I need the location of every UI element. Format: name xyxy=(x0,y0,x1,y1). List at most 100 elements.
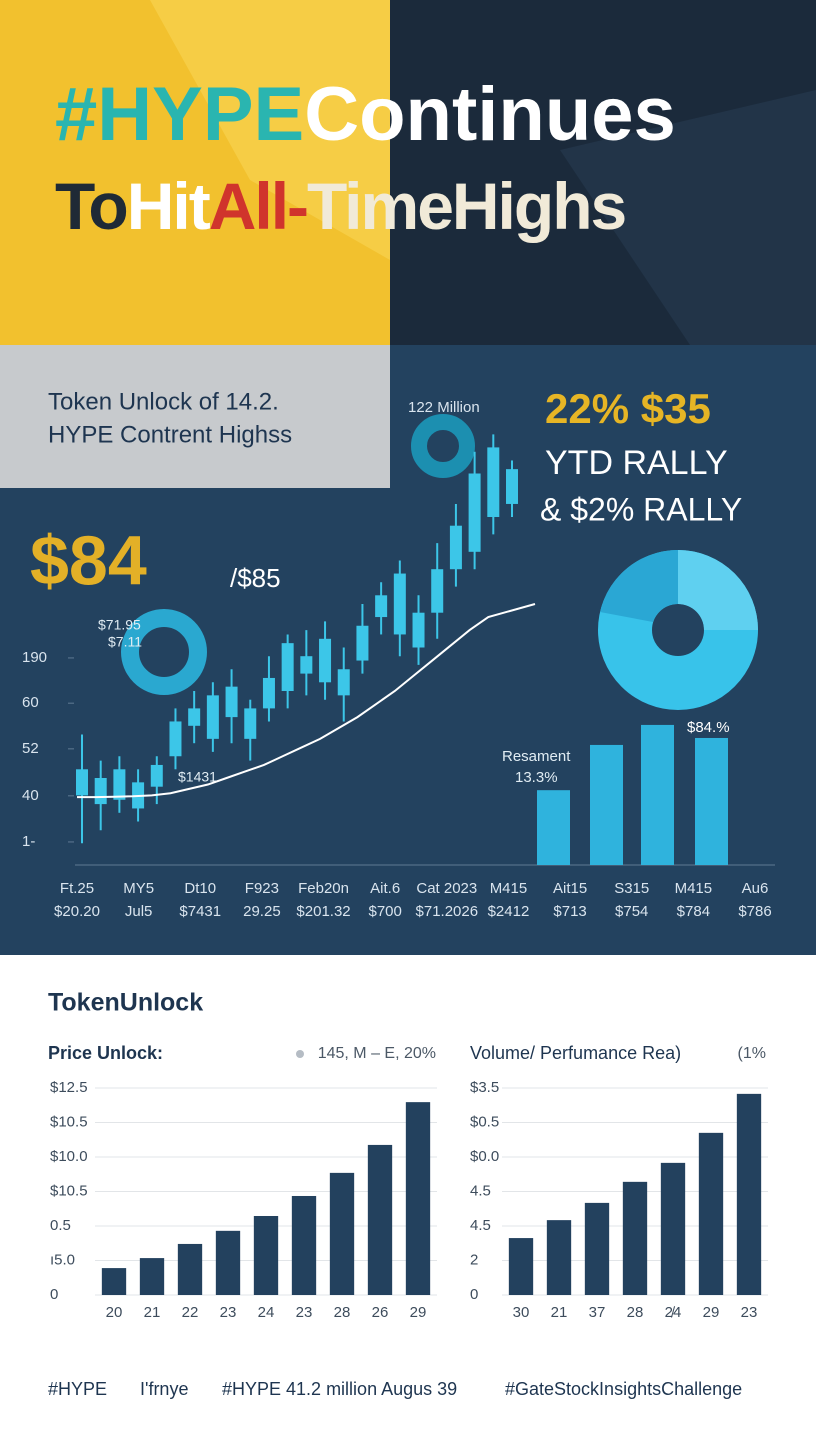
title-part: All- xyxy=(209,169,307,243)
donut-segment xyxy=(678,550,758,630)
callout: $84.% xyxy=(687,719,730,736)
bar xyxy=(329,1172,355,1295)
x-tick-label: Au6 xyxy=(742,880,769,897)
candle-body xyxy=(206,695,219,739)
x-tick-label: 21 xyxy=(144,1304,161,1321)
candle-body xyxy=(468,473,481,552)
donut-segment xyxy=(600,550,678,622)
x-tick-sublabel: $71.2026 xyxy=(416,903,479,920)
x-tick-label: M415 xyxy=(490,880,528,897)
bar xyxy=(698,1132,724,1295)
x-tick-label: Dt10 xyxy=(184,880,216,897)
x-tick-label: 21 xyxy=(551,1304,568,1321)
x-tick-label: F923 xyxy=(245,880,279,897)
x-tick-label: Ait.6 xyxy=(370,880,400,897)
x-tick-sublabel: $7431 xyxy=(179,903,221,920)
y-tick-label: $12.5 xyxy=(50,1079,88,1096)
bar xyxy=(660,1162,686,1295)
bar xyxy=(253,1215,279,1295)
bar xyxy=(641,724,674,865)
candle-body xyxy=(262,677,275,709)
callout: Resament xyxy=(502,748,571,765)
candle-body xyxy=(225,686,238,718)
candle-body xyxy=(94,778,107,805)
unlock-line2: HYPE Contrent Highss xyxy=(48,421,292,448)
candle-body xyxy=(188,708,201,726)
candle-body xyxy=(76,769,88,796)
title-part: Hit xyxy=(127,169,211,243)
bar xyxy=(537,790,570,865)
callout: 122 Million xyxy=(408,399,480,416)
x-tick-label: 24 xyxy=(258,1304,275,1321)
x-tick-sublabel: $713 xyxy=(553,903,586,920)
y-tick-label: ı5.0 xyxy=(50,1251,75,1268)
footer-text: #HYPE xyxy=(48,1379,107,1399)
chart-title: Price Unlock: xyxy=(48,1043,163,1063)
y-tick-label: $10.0 xyxy=(50,1148,88,1165)
x-tick-sublabel: $2412 xyxy=(488,903,530,920)
bar xyxy=(101,1268,127,1295)
x-tick-label: Cat 2023 xyxy=(416,880,477,897)
footer-text: #GateStockInsightsChallenge xyxy=(505,1379,742,1399)
candle-body xyxy=(300,656,313,674)
x-tick-label: 28 xyxy=(627,1304,644,1321)
title-line1: #HYPEContinues xyxy=(55,72,676,157)
x-tick-label: 29 xyxy=(410,1304,427,1321)
candle-body xyxy=(449,525,462,570)
candle-body xyxy=(506,469,518,504)
price: $84 xyxy=(30,521,147,599)
title-part: Continues xyxy=(304,72,676,157)
unlock-line1: Token Unlock of 14.2. xyxy=(48,388,279,415)
callout: YTD RALLY xyxy=(545,444,728,482)
trend-line xyxy=(77,603,536,799)
x-tick-sublabel: $20.20 xyxy=(54,903,100,920)
yellow-shape xyxy=(150,0,390,260)
x-tick-label: Feb20n xyxy=(298,880,349,897)
y-tick-label: 4.5 xyxy=(470,1217,491,1234)
x-tick-label: 23 xyxy=(741,1304,758,1321)
chart-subtitle: (1% xyxy=(738,1045,766,1062)
y-tick-label: $0.0 xyxy=(470,1148,499,1165)
candle-body xyxy=(281,643,294,691)
callout-big: 22% $35 xyxy=(545,385,711,432)
header-shape xyxy=(560,90,816,345)
x-tick-sublabel: $700 xyxy=(368,903,401,920)
unlock-box xyxy=(0,345,390,488)
bar xyxy=(508,1238,534,1295)
title-part: To xyxy=(55,169,127,243)
bar xyxy=(177,1243,203,1295)
x-tick-label: 22 xyxy=(182,1304,199,1321)
bar xyxy=(695,737,728,865)
callout: $7.11 xyxy=(108,634,142,650)
x-tick-label: MY5 xyxy=(123,880,154,897)
bar xyxy=(405,1102,431,1295)
x-tick-sublabel: $786 xyxy=(738,903,771,920)
left-donut xyxy=(121,609,207,695)
candle-body xyxy=(337,669,350,696)
x-tick-sublabel: $784 xyxy=(677,903,710,920)
candle-body xyxy=(169,721,182,757)
candle-body xyxy=(393,573,406,635)
legend-dot xyxy=(296,1050,304,1058)
y-tick-label: $3.5 xyxy=(470,1079,499,1096)
callout: & $2% RALLY xyxy=(540,491,742,527)
bar xyxy=(291,1195,317,1295)
x-tick-sublabel: Jul5 xyxy=(125,903,153,920)
callout: $71.95 xyxy=(98,617,141,633)
x-tick-label: 23 xyxy=(220,1304,237,1321)
price-sub: /$85 xyxy=(230,563,281,593)
x-tick-label: Ait15 xyxy=(553,880,587,897)
bar xyxy=(215,1230,241,1295)
chart-title: Volume/ Perfumance Rea) xyxy=(470,1043,681,1063)
right-donut xyxy=(598,550,758,710)
footer-text: I'frnye xyxy=(140,1379,188,1399)
candle-body xyxy=(431,569,444,613)
x-tick-label: M415 xyxy=(675,880,713,897)
y-tick-label: 2 xyxy=(470,1251,478,1268)
x-tick-label: 20 xyxy=(106,1304,123,1321)
bar xyxy=(139,1258,165,1295)
y-tick-label: $10.5 xyxy=(50,1182,88,1199)
callout: $1431 xyxy=(178,769,217,785)
x-tick-label: 29 xyxy=(703,1304,720,1321)
